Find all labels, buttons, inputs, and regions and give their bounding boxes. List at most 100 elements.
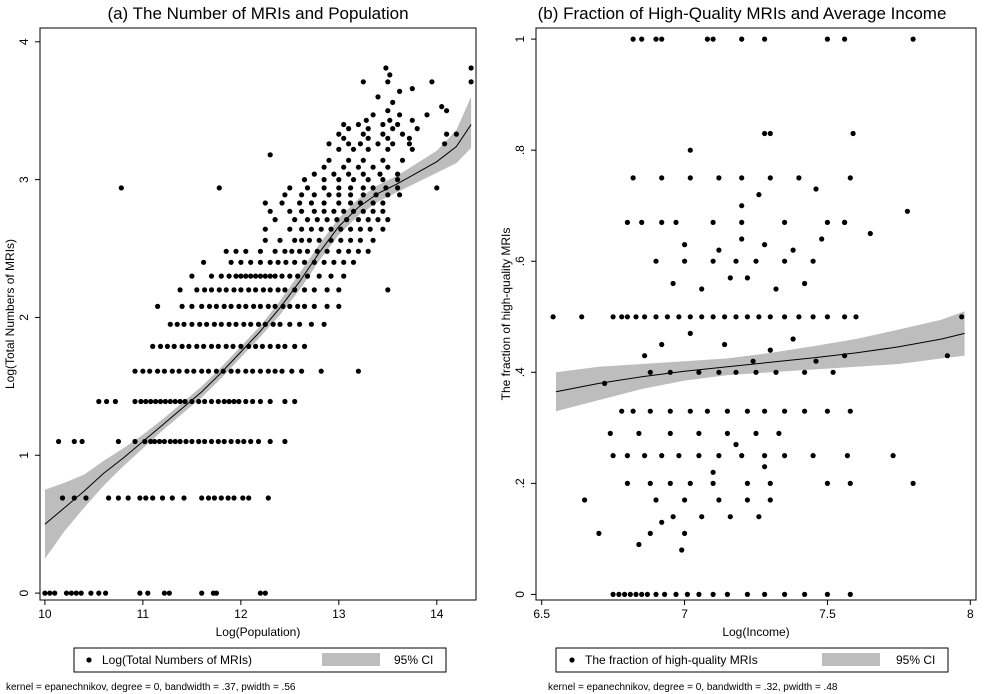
panel-a-data-point [292,343,298,349]
panel-a-data-point [208,438,215,445]
panel-a-data-point [311,171,317,177]
panel-a-data-point [365,135,371,141]
panel-a-data-point [59,495,66,501]
panel-a-data-point [223,248,229,254]
panel-b-data-point [673,591,679,598]
panel-b-data-point [796,314,802,320]
panel-b-data-point [767,314,773,320]
panel-a-data-point [282,248,288,254]
panel-a-data-point [155,368,161,374]
panel-b-y-tick-label: 1 [513,35,527,42]
panel-a-data-point [275,259,281,265]
panel-a-data-point [218,495,224,501]
panel-a-data-point [468,65,474,71]
panel-a-data-point [246,343,252,349]
panel-b-data-point [673,219,679,225]
panel-b-data-point [716,369,722,375]
panel-a-data-point [150,495,156,501]
panel-a-data-point [132,398,138,405]
panel-a-data-point [360,192,366,198]
panel-a-data-point [380,177,386,183]
panel-a-data-point [444,131,450,137]
panel-a-data-point [196,438,202,445]
panel-a-data-point [397,88,403,94]
panel-a-data-point [299,226,305,232]
panel-b-data-point [739,219,745,225]
panel-a-data-point [171,343,177,349]
panel-a-data-point [387,72,393,78]
panel-a-data-point [331,259,337,265]
panel-a-data-point [297,200,303,206]
panel-b-data-point [624,453,631,459]
panel-a-data-point [346,171,352,177]
panel-b-data-point [627,591,633,598]
panel-a-data-point [336,146,342,152]
panel-b-data-point [727,275,733,281]
panel-a-data-point [216,287,222,293]
panel-a-data-point [262,590,268,596]
panel-a-data-point [336,185,342,191]
panel-a-data-point [321,177,327,183]
panel-a-data-point [238,259,244,265]
panel-b-data-point [756,314,762,320]
panel-a-data-point [385,108,391,114]
panel-a-data-point [308,200,314,206]
panel-b-legend-scatter-label: The fraction of high-quality MRIs [585,653,758,667]
panel-a-data-point [56,438,62,445]
panel-a-data-point [328,273,334,279]
panel-a-data-point [157,398,164,405]
panel-b-x-tick-label: 6.5 [533,607,550,621]
panel-a-data-point [350,208,357,214]
panel-a-data-point [159,495,166,501]
panel-a-data-point [316,237,322,243]
panel-a-data-point [88,590,94,596]
panel-a-data-point [140,368,146,374]
panel-b-data-point [910,36,916,42]
panel-a-data-point [326,141,332,147]
panel-b-x-tick-label: 8 [967,607,974,621]
panel-b-data-point [739,36,745,42]
panel-a-data-point [292,259,298,265]
panel-b-data-point [824,314,831,320]
panel-a-data-point [208,343,215,349]
panel-b-data-point [762,130,768,137]
panel-a-data-point [390,141,396,147]
panel-a-data-point [321,200,327,206]
panel-a-data-point [272,248,278,254]
panel-a-data-point [363,117,369,123]
panel-a-data-point [287,185,293,191]
panel-b-data-point [910,480,916,486]
panel-a-data-point [336,192,342,198]
panel-b-data-point [724,408,731,414]
panel-a-data-point [253,273,259,279]
panel-a-data-point [321,321,327,327]
panel-a-data-point [316,273,322,279]
panel-a-data-point [395,171,401,177]
panel-b-data-point [659,341,665,348]
panel-a-data-point [321,185,327,191]
panel-a-data-point [71,495,77,501]
panel-a-data-point [292,398,298,405]
panel-b-data-point [633,591,639,598]
panel-a-data-point [68,590,74,596]
panel-b-data-point [753,369,759,375]
panel-b-ci-band [556,311,965,412]
panel-b-data-point [682,530,688,537]
panel-b-data-point [633,314,639,320]
panel-b-data-point [607,430,613,436]
panel-a-data-point [336,131,342,137]
panel-b-data-point [733,441,739,448]
panel-a-data-point [42,590,48,596]
panel-a-data-point [228,259,234,265]
panel-b-data-point [756,192,762,198]
panel-b-data-point [644,591,651,598]
panel-a-data-point [205,495,212,501]
panel-a-data-point [385,135,391,141]
panel-b-data-point [790,336,796,342]
panel-a-data-point [434,185,440,191]
panel-b-data-point [664,314,671,320]
panel-a-data-point [226,398,232,405]
panel-b-data-point [667,369,673,375]
panel-b-data-point [739,175,745,181]
panel-a-y-axis-label: Log(Total Numbers of MRIs) [3,239,17,389]
